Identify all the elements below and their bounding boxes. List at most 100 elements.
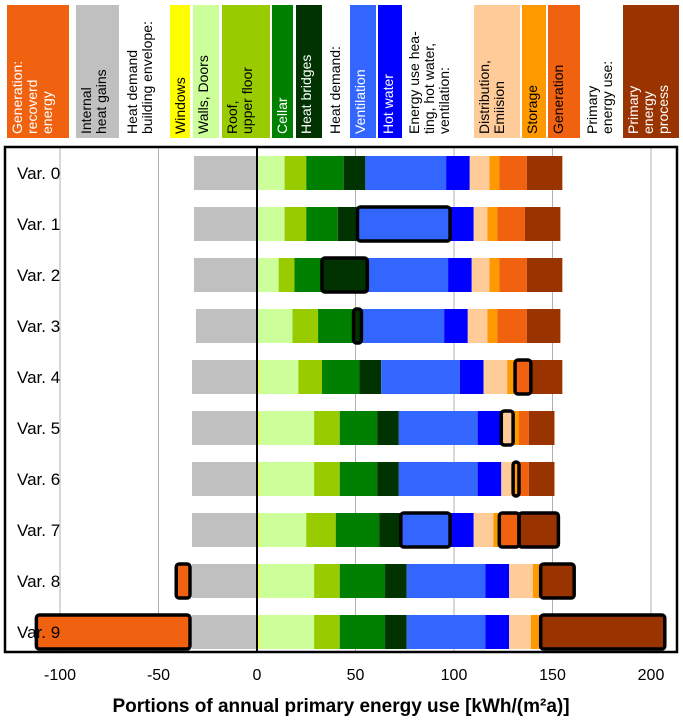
legend-swatch <box>222 5 270 138</box>
legend-item-process: Primary energy process <box>623 5 679 138</box>
x-tick-label: 50 <box>347 667 365 684</box>
row-label: Var. 5 <box>17 419 60 438</box>
bar-segment-hotwater-row-8 <box>485 564 510 598</box>
row-labels: Var. 0 Var. 1 Var. 2 Var. 3 Var. 4 Var. 5 Var.… <box>17 164 60 642</box>
bar-segment-hotwater-row-1 <box>450 207 474 241</box>
legend-item-hd_env_header: Heat demand building envelope: <box>124 21 155 134</box>
bar-segment-storage-row-5 <box>513 411 520 445</box>
legend-item-hd_header: Heat demand: <box>327 46 343 134</box>
legend-item-pe_header: Primary energy use: <box>584 61 615 134</box>
legend-swatch <box>378 5 402 138</box>
bar-segment-storage-row-1 <box>487 207 498 241</box>
highlight-outline-ventilation-row-1 <box>355 205 452 243</box>
legend-item-distribution: Distribution, Emiision <box>474 5 520 138</box>
bar-segment-distribution-row-1 <box>473 207 488 241</box>
bar-segment-storage-row-0 <box>489 156 500 190</box>
legend-label: process <box>655 85 671 134</box>
bar-segment-bridges-row-2 <box>322 258 368 292</box>
bar-segment-ventilation-row-4 <box>381 360 460 394</box>
bar-segment-roof-row-1 <box>284 207 307 241</box>
bar-segment-cellar-row-1 <box>306 207 338 241</box>
bar-row <box>193 258 563 292</box>
bar-segment-internal-row-3 <box>195 309 257 343</box>
bar-segment-roof-row-9 <box>314 615 340 649</box>
bar-segment-internal-row-0 <box>193 156 257 190</box>
x-tick-label: 0 <box>253 667 262 684</box>
bar-segment-ventilation-row-3 <box>361 309 445 343</box>
bar-segment-distribution-row-0 <box>469 156 490 190</box>
bar-segment-hotwater-row-5 <box>477 411 502 445</box>
bar-segment-generation-row-0 <box>499 156 527 190</box>
bar-segment-distribution-row-9 <box>509 615 531 649</box>
legend-swatch <box>296 5 322 138</box>
plot-frame <box>3 145 679 654</box>
bar-segment-internal-row-5 <box>191 411 257 445</box>
bar-row <box>193 156 563 190</box>
bar-segment-hotwater-row-0 <box>446 156 470 190</box>
bar-row <box>36 615 665 649</box>
legend-label: Energy use hea- <box>406 31 422 134</box>
bar-segment-distribution-row-3 <box>467 309 488 343</box>
highlight-outline-process-row-9 <box>538 613 667 651</box>
legend-swatch <box>522 5 546 138</box>
legend-swatch <box>76 5 119 138</box>
bar-segment-generation-row-3 <box>497 309 527 343</box>
legend-swatch <box>272 5 293 138</box>
bar-segment-generation-row-1 <box>497 207 525 241</box>
bar-segment-roof-row-7 <box>306 513 336 547</box>
bar-row <box>191 411 555 445</box>
legend-label: energy use: <box>599 61 615 134</box>
legend-item-walls: Walls, Doors <box>193 5 219 138</box>
bar-segment-ventilation-row-2 <box>367 258 449 292</box>
x-tick-label: -100 <box>44 667 76 684</box>
legend-label: Cellar <box>274 97 290 134</box>
x-tick-label: 150 <box>539 667 566 684</box>
bar-segment-cellar-row-5 <box>339 411 378 445</box>
row-label: Var. 9 <box>17 623 60 642</box>
legend-label: ventilation: <box>436 67 452 134</box>
legend-label: Generation: <box>9 61 25 134</box>
bar-segment-storage-row-2 <box>489 258 500 292</box>
bar-segment-process-row-9 <box>540 615 665 649</box>
legend-swatch <box>350 5 376 138</box>
bar-segment-walls-row-9 <box>258 615 315 649</box>
bar-segment-ventilation-row-9 <box>406 615 486 649</box>
legend-label: Heat bridges <box>298 55 314 134</box>
bar-segment-storage-row-8 <box>532 564 539 598</box>
legend-item-internal: Internal heat gains <box>76 5 119 138</box>
x-tick-label: -50 <box>147 667 170 684</box>
bar-segment-roof-row-6 <box>314 462 340 496</box>
bar-segment-storage-row-6 <box>513 462 520 496</box>
bar-segment-hotwater-row-2 <box>448 258 472 292</box>
legend-label: energy <box>640 91 656 134</box>
bar-segment-bridges-row-8 <box>385 564 407 598</box>
legend-label: recoverd <box>24 80 40 134</box>
legend-label: Hot water <box>380 74 396 134</box>
bar-row <box>191 513 559 547</box>
bar-segment-internal-row-6 <box>191 462 257 496</box>
bars <box>34 156 667 651</box>
bar-segment-distribution-row-7 <box>473 513 494 547</box>
row-label: Var. 6 <box>17 470 60 489</box>
bar-segment-process-row-6 <box>528 462 555 496</box>
legend-label: Distribution, <box>476 60 492 134</box>
row-label: Var. 2 <box>17 266 60 285</box>
bar-segment-hotwater-row-9 <box>485 615 510 649</box>
bar-segment-distribution-row-2 <box>471 258 490 292</box>
bar-segment-internal-row-8 <box>191 564 257 598</box>
bar-segment-generation-row-2 <box>499 258 527 292</box>
bar-segment-generation-row-6 <box>519 462 529 496</box>
legend-item-windows: Windows <box>170 5 190 138</box>
bar-segment-roof-row-2 <box>278 258 295 292</box>
bar-segment-roof-row-5 <box>314 411 340 445</box>
bar-segment-process-row-7 <box>519 513 559 547</box>
legend-item-roof: Roof, upper floor <box>222 5 270 138</box>
bar-segment-distribution-row-8 <box>509 564 533 598</box>
bar-segment-cellar-row-4 <box>322 360 360 394</box>
legend-swatch <box>623 5 679 138</box>
bar-segment-cellar-row-3 <box>318 309 354 343</box>
bar-segment-storage-row-7 <box>493 513 500 547</box>
bar-segment-ventilation-row-0 <box>365 156 447 190</box>
highlight-outline-gen_recovered-row-9 <box>34 613 192 651</box>
bar-segment-ventilation-row-8 <box>406 564 486 598</box>
